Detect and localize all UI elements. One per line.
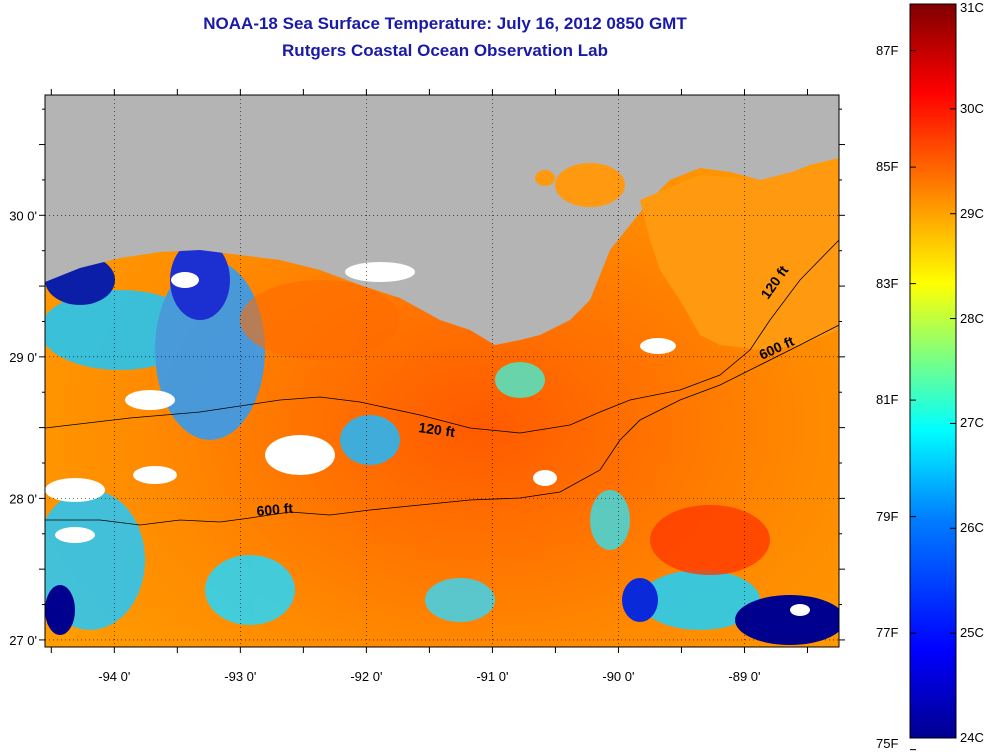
warm-core-2 (240, 280, 400, 360)
y-tick-label: 28 0' (9, 491, 37, 506)
y-tick-label: 29 0' (9, 350, 37, 365)
colorbar-fahrenheit-label: 83F (876, 275, 899, 291)
colorbar (909, 3, 957, 739)
colorbar-celsius-label: 28C (960, 310, 984, 326)
axis-tick-labels: -94 0' -93 0' -92 0' -91 0' -90 0' -89 0' 30 0… (9, 208, 760, 684)
warm-core (650, 505, 770, 575)
colorbar-celsius-label: 30C (960, 100, 984, 116)
map-plot-area (45, 95, 839, 647)
y-tick-label: 30 0' (9, 208, 37, 223)
coastal-bay-east (640, 165, 839, 350)
contour-label-600ft-a: 600 ft (256, 500, 294, 519)
colorbar-fahrenheit-label: 81F (876, 392, 899, 408)
y-tick-label: 27 0' (9, 633, 37, 648)
cloud-patches (45, 262, 810, 616)
map-frame (44, 94, 840, 648)
colorbar-fahrenheit-label: 87F (876, 42, 899, 58)
x-tick-label: -89 0' (728, 669, 760, 684)
axis-ticks (39, 89, 845, 653)
coastal-lake-2 (535, 170, 555, 186)
contour-label-120ft-a: 120 ft (418, 419, 457, 440)
lat-lon-grid (45, 95, 839, 647)
contour-600ft (45, 324, 839, 526)
x-tick-label: -92 0' (350, 669, 382, 684)
x-tick-label: -91 0' (476, 669, 508, 684)
depth-contours (45, 239, 839, 526)
colorbar-celsius-label: 29C (960, 205, 984, 221)
land-mass (45, 95, 839, 345)
colorbar-celsius-label: 24C (960, 730, 984, 745)
x-tick-label: -94 0' (98, 669, 130, 684)
colorbar-celsius-label: 26C (960, 520, 984, 536)
colorbar-fahrenheit-label: 79F (876, 508, 899, 524)
colorbar-celsius-label: 31C (960, 0, 984, 15)
coastal-lake (555, 163, 625, 207)
colorbar-ticks (910, 3, 956, 751)
colorbar-fahrenheit-label: 85F (876, 159, 899, 175)
x-tick-label: -90 0' (602, 669, 634, 684)
x-tick-label: -93 0' (224, 669, 256, 684)
colorbar-fahrenheit-label: 75F (876, 736, 899, 751)
colorbar-celsius-label: 25C (960, 625, 984, 641)
colorbar-celsius-label: 27C (960, 415, 984, 431)
map-subtitle: Rutgers Coastal Ocean Observation Lab (282, 41, 608, 60)
map-title: NOAA-18 Sea Surface Temperature: July 16… (203, 14, 687, 33)
contour-120ft (45, 239, 839, 434)
colorbar-fahrenheit-label: 77F (876, 625, 899, 641)
